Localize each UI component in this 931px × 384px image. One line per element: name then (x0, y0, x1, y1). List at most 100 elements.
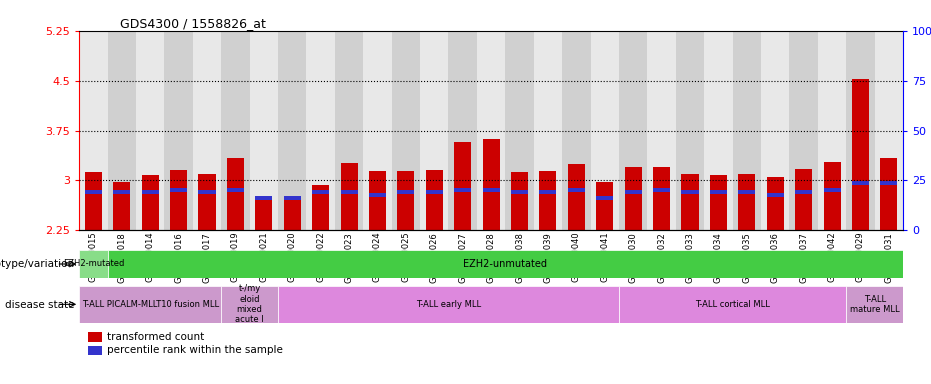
Bar (398, 171, 414, 230)
Bar (222, 286, 278, 323)
Bar (704, 31, 733, 230)
Bar (625, 190, 641, 194)
Bar (85, 190, 101, 194)
Bar (227, 158, 244, 230)
Bar (198, 174, 215, 230)
Bar (363, 31, 392, 230)
Text: T-ALL
mature MLL: T-ALL mature MLL (850, 295, 899, 314)
Bar (165, 31, 193, 230)
Bar (539, 190, 557, 194)
Bar (647, 31, 676, 230)
Bar (709, 175, 727, 230)
Bar (341, 190, 358, 194)
Bar (222, 31, 250, 230)
Bar (881, 181, 897, 185)
Bar (852, 79, 869, 230)
Bar (79, 286, 222, 323)
Bar (676, 31, 704, 230)
Bar (619, 286, 846, 323)
Bar (312, 190, 330, 194)
Bar (846, 286, 903, 323)
Bar (511, 172, 528, 230)
Bar (506, 31, 533, 230)
Bar (284, 197, 301, 230)
Bar (767, 177, 784, 230)
Bar (255, 199, 273, 230)
Bar (738, 174, 755, 230)
Text: t-/my
eloid
mixed
acute l: t-/my eloid mixed acute l (236, 284, 263, 324)
Bar (846, 31, 874, 230)
Bar (278, 31, 306, 230)
Bar (653, 167, 670, 230)
Bar (761, 31, 789, 230)
Bar (874, 31, 903, 230)
Text: percentile rank within the sample: percentile rank within the sample (107, 345, 283, 355)
Text: T-ALL early MLL: T-ALL early MLL (416, 300, 481, 309)
Bar (425, 190, 443, 194)
Text: disease state: disease state (5, 300, 74, 310)
Bar (335, 31, 363, 230)
Bar (198, 190, 215, 194)
Bar (142, 190, 158, 194)
Bar (454, 142, 471, 230)
Bar (454, 188, 471, 192)
Bar (562, 31, 590, 230)
Text: transformed count: transformed count (107, 332, 204, 342)
Bar (312, 185, 330, 230)
Bar (653, 188, 670, 192)
Bar (392, 31, 420, 230)
Bar (170, 188, 187, 192)
Bar (681, 190, 698, 194)
Bar (625, 167, 641, 230)
Bar (817, 31, 846, 230)
Bar (733, 31, 761, 230)
Bar (596, 182, 614, 230)
Bar (795, 169, 812, 230)
Bar (255, 196, 273, 200)
Bar (511, 190, 528, 194)
Bar (278, 286, 619, 323)
Bar (482, 139, 500, 230)
Bar (425, 170, 443, 230)
Bar (738, 190, 755, 194)
Text: EZH2-mutated: EZH2-mutated (62, 260, 124, 268)
Bar (250, 31, 278, 230)
Bar (482, 188, 500, 192)
Bar (136, 31, 165, 230)
Bar (539, 171, 557, 230)
Bar (170, 170, 187, 230)
Bar (477, 31, 506, 230)
Bar (619, 31, 647, 230)
Bar (284, 196, 301, 200)
Bar (449, 31, 477, 230)
Bar (824, 188, 841, 192)
Bar (824, 162, 841, 230)
Bar (590, 31, 619, 230)
Bar (789, 31, 817, 230)
Bar (420, 31, 449, 230)
Text: GDS4300 / 1558826_at: GDS4300 / 1558826_at (120, 17, 266, 30)
Text: T-ALL PICALM-MLLT10 fusion MLL: T-ALL PICALM-MLLT10 fusion MLL (82, 300, 219, 309)
Bar (79, 250, 108, 278)
Text: T-ALL cortical MLL: T-ALL cortical MLL (695, 300, 770, 309)
Bar (533, 31, 562, 230)
Bar (114, 190, 130, 194)
Bar (795, 190, 812, 194)
Text: genotype/variation: genotype/variation (0, 259, 74, 269)
Text: EZH2-unmutated: EZH2-unmutated (464, 259, 547, 269)
Bar (767, 193, 784, 197)
Bar (709, 190, 727, 194)
Bar (193, 31, 222, 230)
Bar (79, 31, 108, 230)
Bar (881, 158, 897, 230)
Bar (398, 190, 414, 194)
Bar (85, 172, 101, 230)
Bar (108, 31, 136, 230)
Bar (341, 162, 358, 230)
Bar (114, 182, 130, 230)
Bar (227, 188, 244, 192)
Bar (142, 175, 158, 230)
Bar (568, 164, 585, 230)
Bar (596, 196, 614, 200)
Bar (369, 193, 386, 197)
